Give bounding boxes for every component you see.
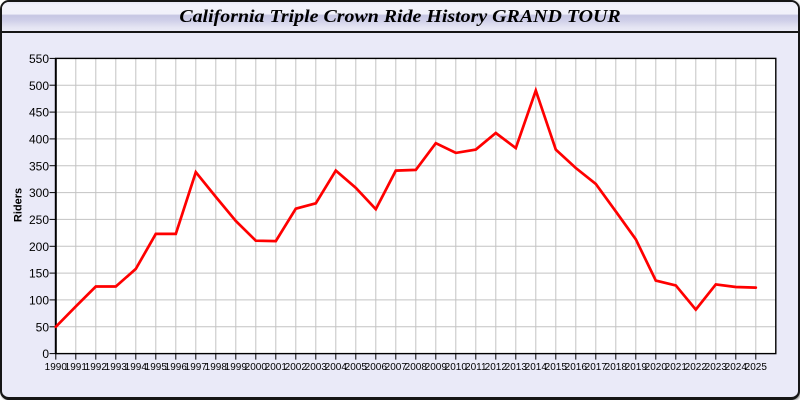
svg-text:1997: 1997 (185, 362, 208, 373)
svg-text:100: 100 (29, 294, 49, 308)
svg-text:2003: 2003 (305, 362, 328, 373)
svg-text:500: 500 (29, 79, 49, 93)
svg-text:2005: 2005 (345, 362, 368, 373)
svg-text:250: 250 (29, 213, 49, 227)
svg-text:300: 300 (29, 186, 49, 200)
svg-text:2024: 2024 (725, 362, 748, 373)
svg-text:1994: 1994 (125, 362, 148, 373)
svg-text:2001: 2001 (265, 362, 288, 373)
svg-text:Riders: Riders (13, 188, 25, 222)
svg-text:2025: 2025 (745, 362, 768, 373)
svg-text:2021: 2021 (665, 362, 688, 373)
svg-text:1993: 1993 (105, 362, 128, 373)
svg-text:2004: 2004 (325, 362, 348, 373)
svg-text:2014: 2014 (525, 362, 548, 373)
svg-text:2006: 2006 (365, 362, 388, 373)
svg-text:150: 150 (29, 267, 49, 281)
svg-text:2018: 2018 (605, 362, 628, 373)
svg-text:2010: 2010 (445, 362, 468, 373)
svg-text:450: 450 (29, 106, 49, 120)
svg-text:2017: 2017 (585, 362, 608, 373)
svg-text:2012: 2012 (485, 362, 508, 373)
svg-text:2020: 2020 (645, 362, 668, 373)
svg-text:2022: 2022 (685, 362, 708, 373)
svg-text:2019: 2019 (625, 362, 648, 373)
svg-text:1995: 1995 (145, 362, 168, 373)
svg-text:2002: 2002 (285, 362, 308, 373)
svg-text:400: 400 (29, 133, 49, 147)
svg-text:1991: 1991 (65, 362, 88, 373)
svg-text:2008: 2008 (405, 362, 428, 373)
svg-text:1999: 1999 (225, 362, 248, 373)
svg-text:2000: 2000 (245, 362, 268, 373)
svg-text:1990: 1990 (45, 362, 68, 373)
svg-text:350: 350 (29, 159, 49, 173)
svg-text:1998: 1998 (205, 362, 228, 373)
svg-text:2013: 2013 (505, 362, 528, 373)
svg-text:2015: 2015 (545, 362, 568, 373)
svg-text:2011: 2011 (465, 362, 487, 373)
svg-text:0: 0 (42, 347, 49, 361)
svg-text:550: 550 (29, 52, 49, 66)
svg-text:2023: 2023 (705, 362, 728, 373)
svg-text:2007: 2007 (385, 362, 408, 373)
svg-text:200: 200 (29, 240, 49, 254)
svg-text:1992: 1992 (85, 362, 108, 373)
svg-text:1996: 1996 (165, 362, 188, 373)
svg-text:50: 50 (36, 320, 50, 334)
svg-text:2009: 2009 (425, 362, 448, 373)
svg-text:2016: 2016 (565, 362, 588, 373)
